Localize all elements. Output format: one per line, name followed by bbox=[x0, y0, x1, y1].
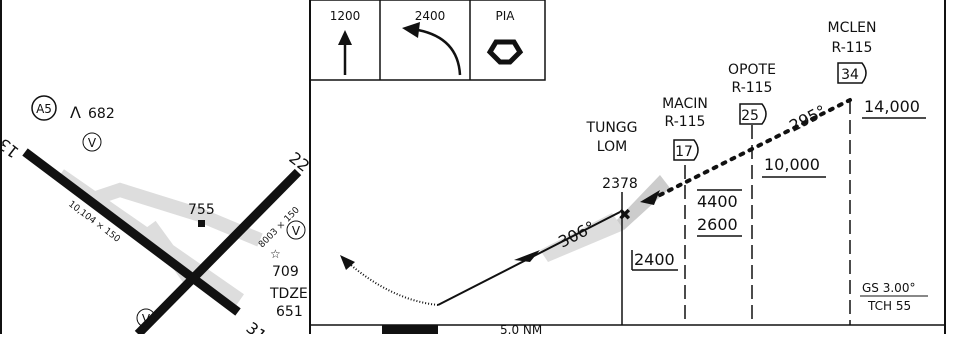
outer-course: 295° bbox=[786, 101, 829, 135]
fix-name: MACIN bbox=[662, 96, 708, 112]
climb-altitude: 1200 bbox=[330, 9, 361, 23]
lom-elevation: 2378 bbox=[602, 176, 638, 192]
scale-label: 5.0 NM bbox=[500, 323, 542, 334]
runway-end: 31 bbox=[243, 318, 271, 334]
vor: V bbox=[142, 312, 151, 326]
tdze-label: TDZE bbox=[269, 286, 308, 302]
fix-altitude: 4400 bbox=[697, 192, 738, 211]
fix-radial: R-115 bbox=[665, 114, 706, 130]
fix-altitude: 10,000 bbox=[764, 155, 820, 174]
fix-name: OPOTE bbox=[728, 62, 776, 78]
fix-altitude: 14,000 bbox=[864, 97, 920, 116]
navaid: PIA bbox=[496, 9, 516, 23]
tch: TCH 55 bbox=[867, 299, 911, 313]
fix-altitude: 2600 bbox=[697, 215, 738, 234]
missed-approach bbox=[344, 259, 439, 306]
lom-altitude: 2400 bbox=[634, 250, 675, 269]
elevation: 755 bbox=[188, 202, 215, 218]
lom-symbol: ✖ bbox=[618, 205, 631, 224]
fix-name: MCLEN bbox=[828, 20, 877, 36]
airport-diagram: A5 Λ 682 V V V 13 31 10,104 × 150 22 800… bbox=[0, 95, 313, 338]
runway-end: 13 bbox=[0, 134, 22, 162]
obstacle-symbol: Λ bbox=[70, 103, 81, 122]
obstacle-elevation: 682 bbox=[88, 106, 115, 122]
fix-radial: R-115 bbox=[832, 40, 873, 56]
glideslope: GS 3.00° bbox=[862, 281, 915, 295]
fix-number: 25 bbox=[741, 108, 759, 124]
tdze: 651 bbox=[276, 304, 303, 320]
course-band bbox=[540, 213, 624, 262]
lom-name: TUNGG bbox=[586, 120, 638, 136]
course-band bbox=[612, 175, 670, 230]
fix-radial: R-115 bbox=[732, 80, 773, 96]
fix-number: 34 bbox=[841, 67, 859, 83]
lom-type: LOM bbox=[597, 139, 627, 155]
scale-bar bbox=[382, 325, 438, 335]
svg-text:☆: ☆ bbox=[270, 247, 281, 261]
turn-altitude: 2400 bbox=[415, 9, 446, 23]
approach-label: A5 bbox=[36, 102, 52, 116]
vor: V bbox=[88, 136, 97, 150]
fix-number: 17 bbox=[675, 144, 693, 160]
missed-approach-boxes: 1200 2400 PIA bbox=[309, 0, 546, 81]
vor: V bbox=[292, 224, 301, 238]
elevation: 709 bbox=[272, 264, 299, 280]
